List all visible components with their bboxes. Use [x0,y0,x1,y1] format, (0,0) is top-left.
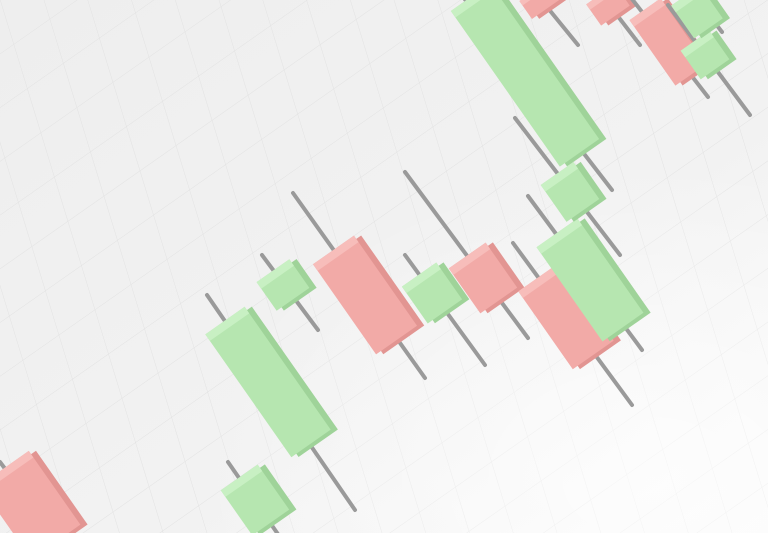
candle [403,170,530,340]
body-top [629,0,666,27]
body [671,0,731,39]
body-face [450,0,600,167]
body [401,262,470,324]
wick [538,0,580,47]
body [680,30,737,80]
candle [513,116,622,257]
candle [526,194,651,352]
wick [403,170,530,340]
body-top [312,235,359,271]
body-face [312,235,418,355]
body-top [586,0,619,10]
body-face [518,262,614,370]
body-face [536,218,644,342]
body-top [220,464,263,497]
candle [205,293,357,512]
body [450,0,607,167]
body-top [448,242,491,275]
candle [401,253,487,367]
body-top [401,262,441,294]
candle [450,0,614,192]
body [205,306,338,458]
candle [511,241,634,407]
body-face [519,0,561,20]
body [519,0,568,20]
candles [0,0,752,533]
candle [671,0,731,39]
body-face [671,0,723,39]
candle [0,450,88,533]
body-top [536,218,583,254]
body [540,161,607,222]
body-top [518,262,564,298]
candle [220,460,297,533]
candle [666,3,752,117]
body-top [671,0,705,13]
body-face [586,0,630,26]
body-top [0,450,34,492]
body-top [540,162,579,192]
body-top [450,0,495,18]
candle [586,0,642,47]
body [518,262,621,370]
body [0,450,88,533]
candle [256,253,320,332]
body-top [205,306,250,341]
body [586,0,638,26]
body-face [256,259,310,311]
body [312,235,425,355]
body-top [256,259,294,289]
body-top [680,30,714,58]
body-face [205,306,331,458]
candle [291,191,427,380]
candle [519,0,580,47]
body [448,242,525,314]
body-face [0,450,81,533]
body [256,259,317,311]
body-face [629,0,707,86]
body [220,464,297,533]
body [536,218,651,342]
